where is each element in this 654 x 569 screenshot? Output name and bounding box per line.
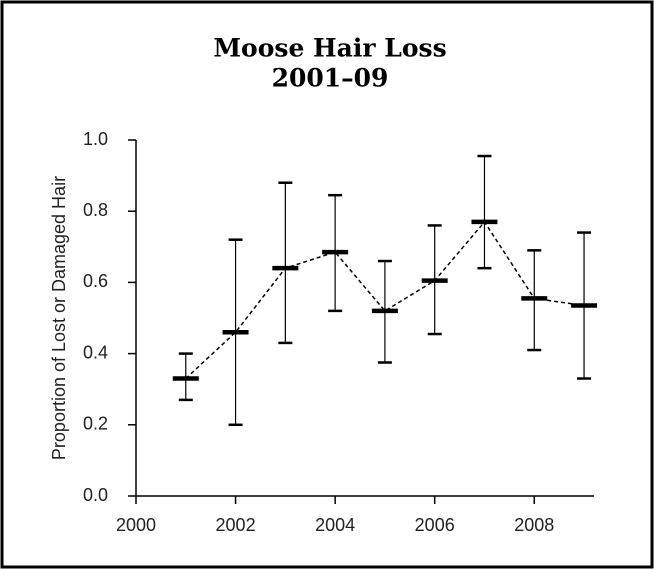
x-tick-label: 2006: [415, 515, 455, 535]
y-tick-label: 0.0: [83, 485, 108, 505]
x-tick-label: 2008: [514, 515, 554, 535]
chart-title: Moose Hair Loss: [213, 34, 446, 63]
y-tick-label: 1.0: [83, 129, 108, 149]
chart-subtitle: 2001–09: [272, 64, 389, 93]
y-tick-label: 0.4: [83, 342, 108, 362]
x-tick-label: 2000: [116, 515, 156, 535]
x-tick-label: 2004: [315, 515, 355, 535]
y-tick-label: 0.2: [83, 414, 108, 434]
y-tick-label: 0.6: [83, 271, 108, 291]
y-axis-label: Proportion of Lost or Damaged Hair: [49, 176, 69, 460]
x-tick-label: 2002: [216, 515, 256, 535]
y-tick-label: 0.8: [83, 200, 108, 220]
